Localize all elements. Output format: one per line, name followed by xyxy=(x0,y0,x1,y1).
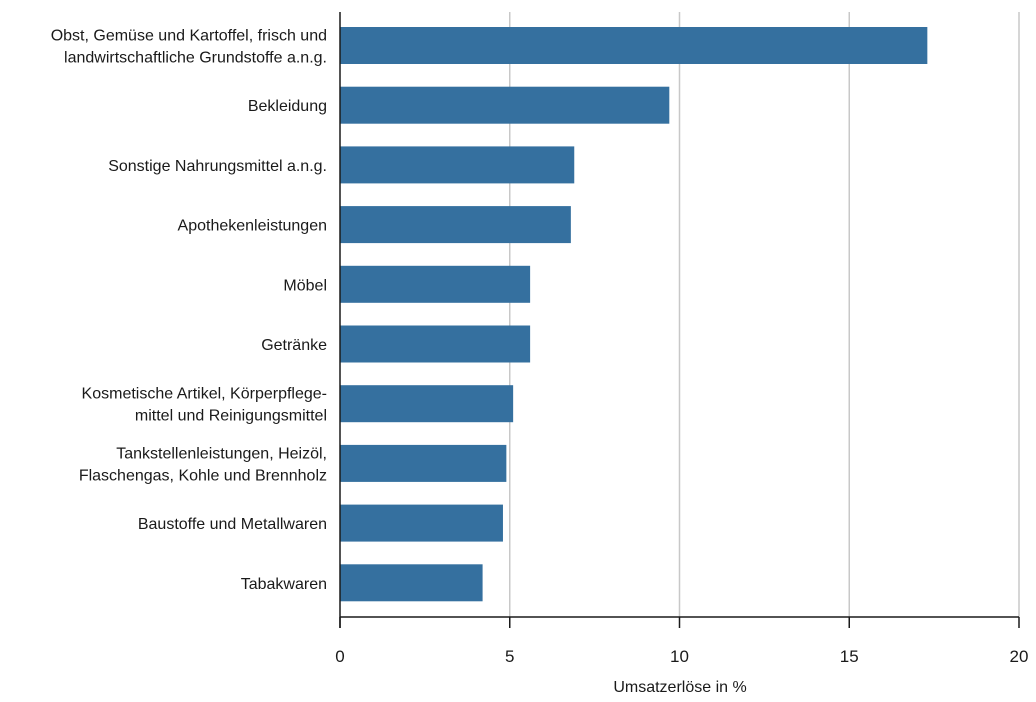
x-tick-label-0: 0 xyxy=(335,647,344,666)
x-tick-label-4: 20 xyxy=(1010,647,1029,666)
category-label-6-line-1: mittel und Reinigungsmittel xyxy=(135,408,327,425)
bar-5 xyxy=(340,325,531,363)
bar-2 xyxy=(340,146,575,184)
bars xyxy=(340,27,928,602)
x-tick-label-2: 10 xyxy=(670,647,689,666)
bar-0 xyxy=(340,27,928,64)
category-label-0-line-0: Obst, Gemüse und Kartoffel, frisch und xyxy=(51,28,327,45)
category-label-9: Tabakwaren xyxy=(241,576,327,593)
category-label-4: Möbel xyxy=(283,277,327,294)
category-label-7-line-0: Tankstellenleistungen, Heizöl, xyxy=(116,445,327,462)
bar-7 xyxy=(340,444,507,482)
axes xyxy=(339,12,1020,628)
bar-4 xyxy=(340,265,531,303)
category-label-6-line-0: Kosmetische Artikel, Körperpflege- xyxy=(82,386,327,403)
category-label-3: Apothekenleistungen xyxy=(178,218,327,235)
x-axis-title: Umsatzerlöse in % xyxy=(613,679,746,696)
bar-1 xyxy=(340,86,670,124)
x-tick-labels: 0 5 10 15 20 xyxy=(335,647,1028,666)
category-label-5: Getränke xyxy=(261,337,327,354)
x-tick-label-3: 15 xyxy=(840,647,859,666)
category-label-0-line-1: landwirtschaftliche Grundstoffe a.n.g. xyxy=(64,50,327,67)
bar-6 xyxy=(340,385,514,423)
grid-lines xyxy=(509,12,1020,617)
category-labels: Obst, Gemüse und Kartoffel, frisch und la… xyxy=(51,28,327,593)
bar-8 xyxy=(340,504,503,542)
category-label-7-line-1: Flaschengas, Kohle und Brennholz xyxy=(79,467,327,484)
x-tick-label-1: 5 xyxy=(505,647,514,666)
bar-9 xyxy=(340,564,483,602)
category-label-8: Baustoffe und Metallwaren xyxy=(138,516,327,533)
bar-3 xyxy=(340,206,571,244)
category-label-1: Bekleidung xyxy=(248,98,327,115)
category-label-2: Sonstige Nahrungsmittel a.n.g. xyxy=(108,158,327,175)
